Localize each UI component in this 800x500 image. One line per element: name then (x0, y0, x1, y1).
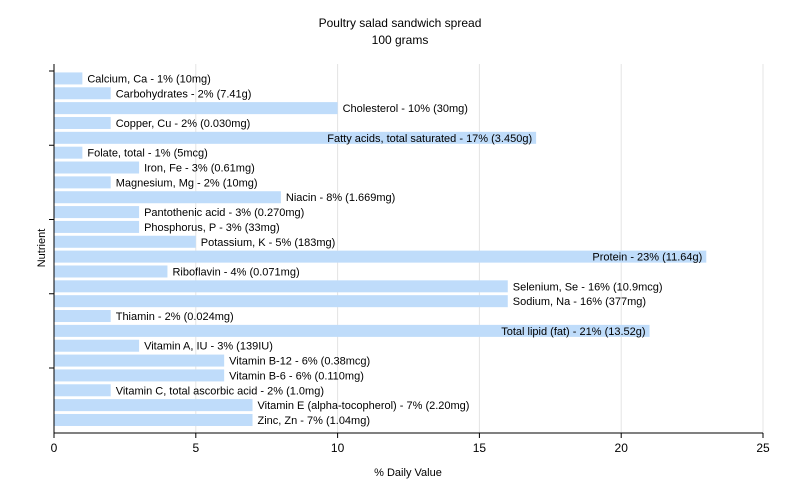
bar (54, 339, 140, 352)
bar (54, 87, 111, 100)
bar-label: Protein - 23% (11.64g) (592, 252, 702, 264)
bar (54, 235, 196, 248)
bar-label: Potassium, K - 5% (183mg) (201, 237, 335, 249)
chart-title: Poultry salad sandwich spread (319, 16, 482, 30)
bar (54, 413, 253, 426)
bar-label: Vitamin E (alpha-tocopherol) - 7% (2.20m… (258, 400, 470, 412)
bar (54, 220, 140, 233)
x-tick-label: 25 (756, 441, 770, 455)
bar (54, 354, 225, 367)
bar (54, 295, 508, 308)
bar-label: Zinc, Zn - 7% (1.04mg) (258, 415, 370, 427)
bar (54, 131, 537, 144)
bar-label: Cholesterol - 10% (30mg) (343, 103, 468, 115)
bar-label: Phosphorus, P - 3% (33mg) (144, 222, 280, 234)
bar-label: Total lipid (fat) - 21% (13.52g) (501, 326, 645, 338)
bar-label: Vitamin A, IU - 3% (139IU) (144, 341, 273, 353)
bar (54, 191, 281, 204)
bar-label: Carbohydrates - 2% (7.41g) (116, 88, 252, 100)
bar (54, 102, 338, 115)
bar-label: Magnesium, Mg - 2% (10mg) (116, 177, 258, 189)
bar (54, 161, 140, 174)
bar (54, 72, 83, 85)
bar (54, 310, 111, 323)
bar (54, 324, 650, 337)
bar (54, 384, 111, 397)
y-axis-label: Nutrient (36, 229, 48, 268)
x-tick-label: 5 (192, 441, 199, 455)
bar (54, 399, 253, 412)
bar-label: Pantothenic acid - 3% (0.270mg) (144, 207, 304, 219)
bar-label: Niacin - 8% (1.669mg) (286, 192, 395, 204)
x-tick-label: 20 (615, 441, 629, 455)
axes: 0 5 10 15 20 25 (49, 64, 770, 455)
bar-label: Folate, total - 1% (5mcg) (87, 148, 207, 160)
bar (54, 250, 707, 263)
x-tick-label: 10 (331, 441, 345, 455)
bar-label: Sodium, Na - 16% (377mg) (513, 296, 646, 308)
bar-label: Copper, Cu - 2% (0.030mg) (116, 118, 251, 130)
bar (54, 265, 168, 278)
bar (54, 206, 140, 219)
bar (54, 369, 225, 382)
x-axis-label: % Daily Value (374, 467, 442, 479)
x-tick-label: 0 (51, 441, 58, 455)
bar (54, 146, 83, 159)
bar-label: Riboflavin - 4% (0.071mg) (172, 266, 299, 278)
bar-label: Vitamin B-6 - 6% (0.110mg) (229, 370, 364, 382)
bar (54, 280, 508, 293)
bar (54, 176, 111, 189)
bar-label: Vitamin B-12 - 6% (0.38mcg) (229, 356, 370, 368)
bars: Calcium, Ca - 1% (10mg) Carbohydrates - 2… (54, 72, 707, 427)
bar-label: Fatty acids, total saturated - 17% (3.45… (327, 133, 532, 145)
bar-label: Calcium, Ca - 1% (10mg) (87, 73, 210, 85)
chart-subtitle: 100 grams (372, 33, 429, 47)
bar-label: Selenium, Se - 16% (10.9mcg) (513, 281, 663, 293)
bar-label: Iron, Fe - 3% (0.61mg) (144, 163, 255, 175)
bar (54, 116, 111, 129)
bar-label: Thiamin - 2% (0.024mg) (116, 311, 234, 323)
bar-label: Vitamin C, total ascorbic acid - 2% (1.0… (116, 385, 324, 397)
x-tick-label: 15 (473, 441, 487, 455)
